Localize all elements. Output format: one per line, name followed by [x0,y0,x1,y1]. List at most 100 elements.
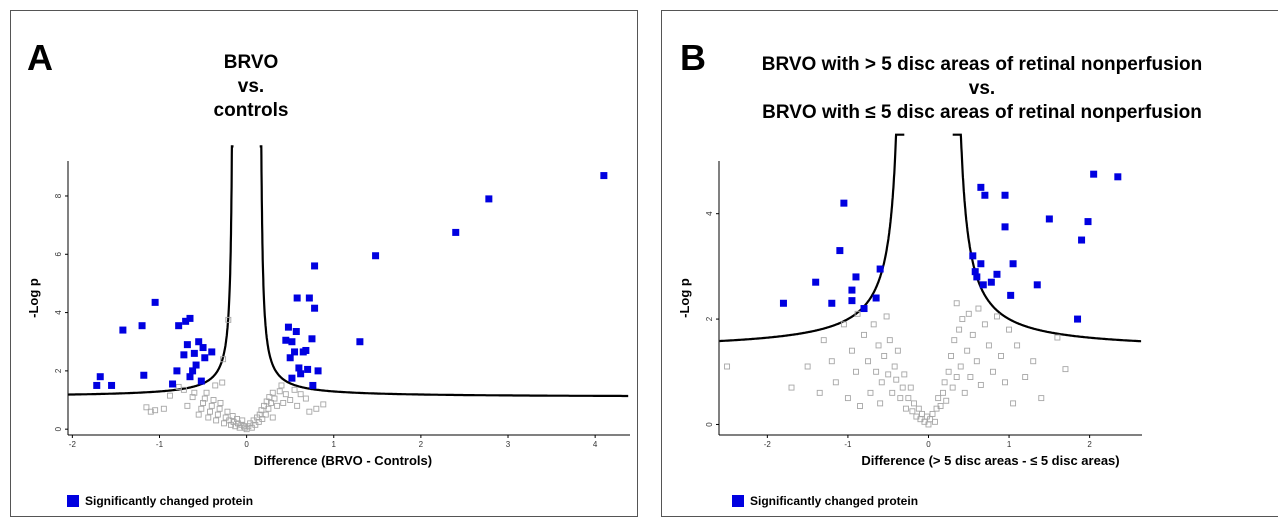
nonsignificant-point [224,408,231,415]
nonsignificant-point [1014,342,1021,349]
nonsignificant-point [804,363,811,370]
nonsignificant-point [957,363,964,370]
significant-point [175,322,183,330]
significant-point [876,265,884,273]
nonsignificant-point [195,411,202,418]
significant-point [973,273,981,281]
y-tick-label: 0 [54,426,63,431]
title-line: BRVO with ≤ 5 disc areas of retinal nonp… [762,102,1202,123]
legend: Significantly changed protein [732,494,918,508]
nonsignificant-point [820,337,827,344]
nonsignificant-point [994,313,1000,320]
nonsignificant-point [878,379,885,386]
legend-label: Significantly changed protein [750,494,919,508]
nonsignificant-point [989,368,996,375]
significant-point [186,314,194,322]
significant-point [977,260,985,268]
x-tick-label: 4 [593,440,598,449]
nonsignificant-point [1006,326,1013,333]
nonsignificant-point [881,353,888,359]
nonsignificant-point [891,363,898,370]
nonsignificant-point [953,300,960,307]
nonsignificant-point [877,400,884,407]
significant-point [201,354,209,362]
significant-point [836,247,844,255]
nonsignificant-point [276,388,283,395]
nonsignificant-point [929,410,936,417]
significant-point [872,294,880,302]
significant-point [852,273,860,281]
nonsignificant-point [189,394,196,401]
significant-point [282,336,290,344]
nonsignificant-point [965,310,972,317]
significant-point [292,328,300,336]
nonsignificant-point [941,379,948,386]
nonsignificant-point [907,384,914,391]
x-tick-label: -2 [764,440,772,449]
nonsignificant-point [160,405,167,412]
nonsignificant-point [943,397,950,404]
x-tick-label: 2 [419,440,424,449]
significant-point [1007,291,1015,299]
nonsignificant-point [905,395,912,402]
nonsignificant-point [889,389,896,396]
nonsignificant-point [959,316,966,323]
nonsignificant-point [291,386,298,393]
nonsignificant-point [973,358,980,365]
x-tick-label: -2 [69,440,77,449]
nonsignificant-point [1030,358,1037,365]
nonsignificant-point [949,384,956,391]
nonsignificant-point [274,402,281,409]
x-tick-label: -1 [844,440,852,449]
significant-point [1001,191,1009,199]
nonsignificant-point [857,403,863,409]
nonsignificant-point [816,389,823,396]
nonsignificant-point [216,405,223,412]
x-tick-label: 0 [926,440,931,449]
nonsignificant-point [828,358,835,365]
y-tick-label: 2 [54,368,63,373]
chart-title: BRVO vs. controls [151,51,351,123]
nonsignificant-point [306,408,313,415]
significant-point [1084,218,1092,226]
nonsignificant-point [265,405,272,412]
nonsignificant-point [998,353,1004,359]
nonsignificant-point [184,402,191,409]
nonsignificant-point [875,342,882,349]
significant-point [860,305,868,313]
y-tick-label: 6 [54,252,63,257]
y-tick-label: 0 [705,422,714,427]
significant-point [969,252,977,260]
x-tick-label: 3 [506,440,511,449]
significance-threshold-curve [952,133,1142,343]
nonsignificant-point [788,384,795,391]
nonsignificant-point [294,402,301,409]
nonsignificant-point [147,408,154,415]
significant-point [1090,170,1098,178]
nonsignificant-point [931,418,938,425]
nonsignificant-point [915,405,922,412]
nonsignificant-point [893,376,900,383]
nonsignificant-point [897,395,904,402]
nonsignificant-point [213,417,220,424]
significant-point [356,338,364,346]
significant-point [1074,315,1082,323]
significant-point [1045,215,1053,223]
nonsignificant-point [1062,366,1069,373]
nonsignificant-point [201,395,208,402]
significant-point [302,346,310,354]
significant-point [1114,173,1122,181]
significant-point [485,195,493,203]
nonsignificant-point [840,321,847,328]
nonsignificant-point [262,411,269,418]
significance-threshold-curve [719,133,905,343]
nonsignificant-point [287,397,294,403]
nonsignificant-point [969,331,976,338]
x-tick-label: 1 [1007,440,1012,449]
significant-point [971,268,979,276]
nonsignificant-point [951,337,958,344]
significant-point [993,270,1001,278]
nonsignificant-point [200,399,207,406]
nonsignificant-point [919,410,925,417]
nonsignificant-point [940,389,946,396]
